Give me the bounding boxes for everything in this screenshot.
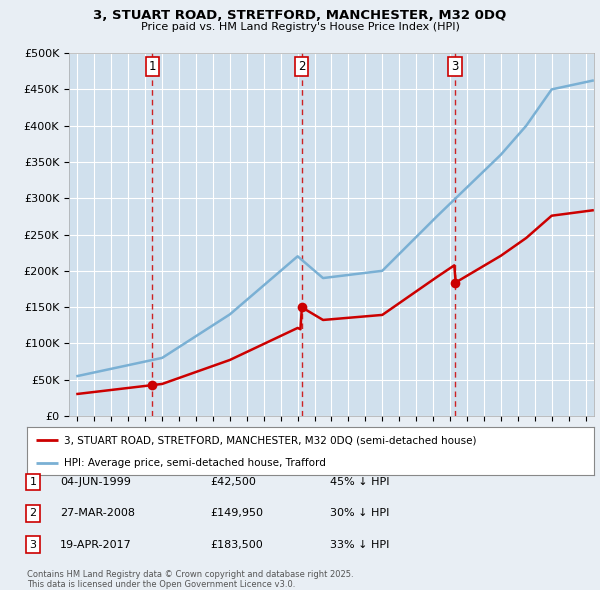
Text: 33% ↓ HPI: 33% ↓ HPI (330, 540, 389, 549)
Text: £149,950: £149,950 (210, 509, 263, 518)
Text: £42,500: £42,500 (210, 477, 256, 487)
Text: 2: 2 (29, 509, 37, 518)
Text: HPI: Average price, semi-detached house, Trafford: HPI: Average price, semi-detached house,… (64, 458, 326, 468)
Text: 1: 1 (149, 60, 156, 73)
Text: Contains HM Land Registry data © Crown copyright and database right 2025.
This d: Contains HM Land Registry data © Crown c… (27, 570, 353, 589)
Text: 2: 2 (298, 60, 305, 73)
Text: 3, STUART ROAD, STRETFORD, MANCHESTER, M32 0DQ: 3, STUART ROAD, STRETFORD, MANCHESTER, M… (94, 9, 506, 22)
Text: Price paid vs. HM Land Registry's House Price Index (HPI): Price paid vs. HM Land Registry's House … (140, 22, 460, 32)
Text: 04-JUN-1999: 04-JUN-1999 (60, 477, 131, 487)
Text: 1: 1 (29, 477, 37, 487)
Text: 27-MAR-2008: 27-MAR-2008 (60, 509, 135, 518)
Text: £183,500: £183,500 (210, 540, 263, 549)
Text: 3: 3 (451, 60, 459, 73)
Text: 3, STUART ROAD, STRETFORD, MANCHESTER, M32 0DQ (semi-detached house): 3, STUART ROAD, STRETFORD, MANCHESTER, M… (64, 435, 476, 445)
Text: 45% ↓ HPI: 45% ↓ HPI (330, 477, 389, 487)
Text: 30% ↓ HPI: 30% ↓ HPI (330, 509, 389, 518)
Text: 3: 3 (29, 540, 37, 549)
Text: 19-APR-2017: 19-APR-2017 (60, 540, 132, 549)
